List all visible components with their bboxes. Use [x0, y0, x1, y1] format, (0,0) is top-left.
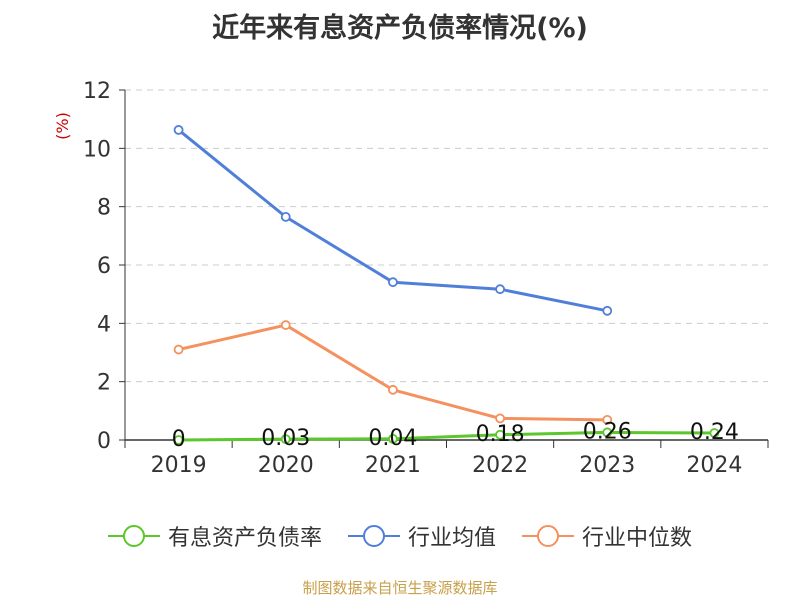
x-tick-label: 2021 — [365, 453, 421, 478]
legend: 有息资产负债率 行业均值 行业中位数 — [0, 520, 800, 552]
legend-swatch — [522, 525, 574, 547]
series-point-0 — [280, 434, 291, 445]
series-point-2 — [280, 320, 291, 330]
legend-label: 有息资产负债率 — [167, 526, 322, 551]
y-tick-label: 10 — [83, 137, 111, 162]
y-axis-label: (%) — [53, 112, 72, 140]
data-label: 0.03 — [261, 426, 310, 451]
series-point-1 — [388, 277, 398, 288]
y-tick-label: 12 — [83, 79, 111, 104]
series-point-2 — [388, 384, 398, 395]
legend-label: 行业中位数 — [582, 526, 693, 551]
y-tick-label: 4 — [97, 312, 111, 337]
x-tick-label: 2024 — [686, 453, 742, 478]
y-tick-label: 0 — [97, 429, 111, 454]
series-point-0 — [173, 435, 184, 445]
legend-swatch — [107, 525, 160, 547]
series-point-2 — [173, 344, 184, 355]
series-point-0 — [388, 433, 398, 444]
y-tick-label: 8 — [97, 196, 111, 221]
series-point-1 — [173, 125, 184, 135]
legend-label: 行业均值 — [407, 526, 496, 551]
legend-swatch — [347, 525, 400, 547]
series-point-1 — [280, 211, 291, 222]
series-point-2 — [602, 414, 613, 425]
series-group — [173, 125, 720, 445]
series-point-0 — [495, 429, 505, 440]
x-tick-label: 2022 — [472, 453, 528, 478]
y-tick-label: 6 — [97, 254, 111, 279]
legend-item-0[interactable]: 有息资产负债率 — [107, 520, 322, 552]
legend-item-2[interactable]: 行业中位数 — [522, 520, 692, 552]
y-tick-label: 2 — [97, 371, 111, 396]
data-label: 0.18 — [476, 422, 525, 447]
data-label: 0.24 — [690, 420, 739, 445]
series-point-0 — [709, 428, 720, 438]
series-point-2 — [495, 413, 505, 424]
series-point-0 — [602, 427, 613, 438]
chart-title: 近年来有息资产负债率情况(%) — [212, 13, 588, 44]
series-line-0 — [178, 430, 715, 442]
data-label: 0.26 — [583, 419, 632, 444]
series-point-1 — [602, 305, 613, 316]
series-line-2 — [178, 323, 608, 422]
data-label: 0.04 — [368, 426, 417, 451]
x-tick-label: 2023 — [579, 453, 635, 478]
legend-item-1[interactable]: 行业均值 — [347, 520, 496, 552]
grid-lines — [125, 89, 768, 383]
data-labels: 0 0.03 0.04 0.18 0.26 0.24 — [172, 419, 739, 452]
x-tick-label: 2019 — [151, 453, 207, 478]
axes: 0 2 4 6 8 10 12 (%) 2019 2020 2021 2022 2023 2024 — [53, 79, 769, 478]
series-point-1 — [495, 284, 505, 295]
data-label: 0 — [172, 427, 186, 452]
source-note: 制图数据来自恒生聚源数据库 — [302, 579, 498, 597]
x-tick-label: 2020 — [258, 453, 314, 478]
